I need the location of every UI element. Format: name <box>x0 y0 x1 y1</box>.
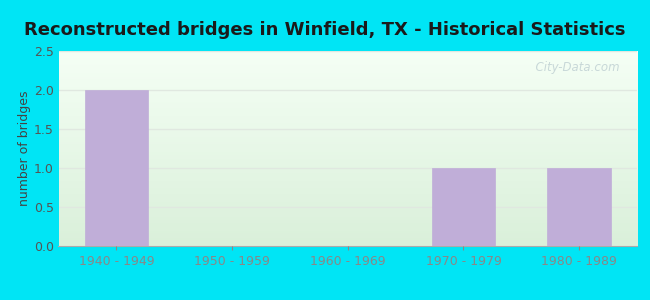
Text: Reconstructed bridges in Winfield, TX - Historical Statistics: Reconstructed bridges in Winfield, TX - … <box>24 21 626 39</box>
Bar <box>432 168 495 246</box>
Y-axis label: number of bridges: number of bridges <box>18 91 31 206</box>
Text: City-Data.com: City-Data.com <box>528 61 619 74</box>
Bar <box>84 90 148 246</box>
Bar <box>547 168 611 246</box>
